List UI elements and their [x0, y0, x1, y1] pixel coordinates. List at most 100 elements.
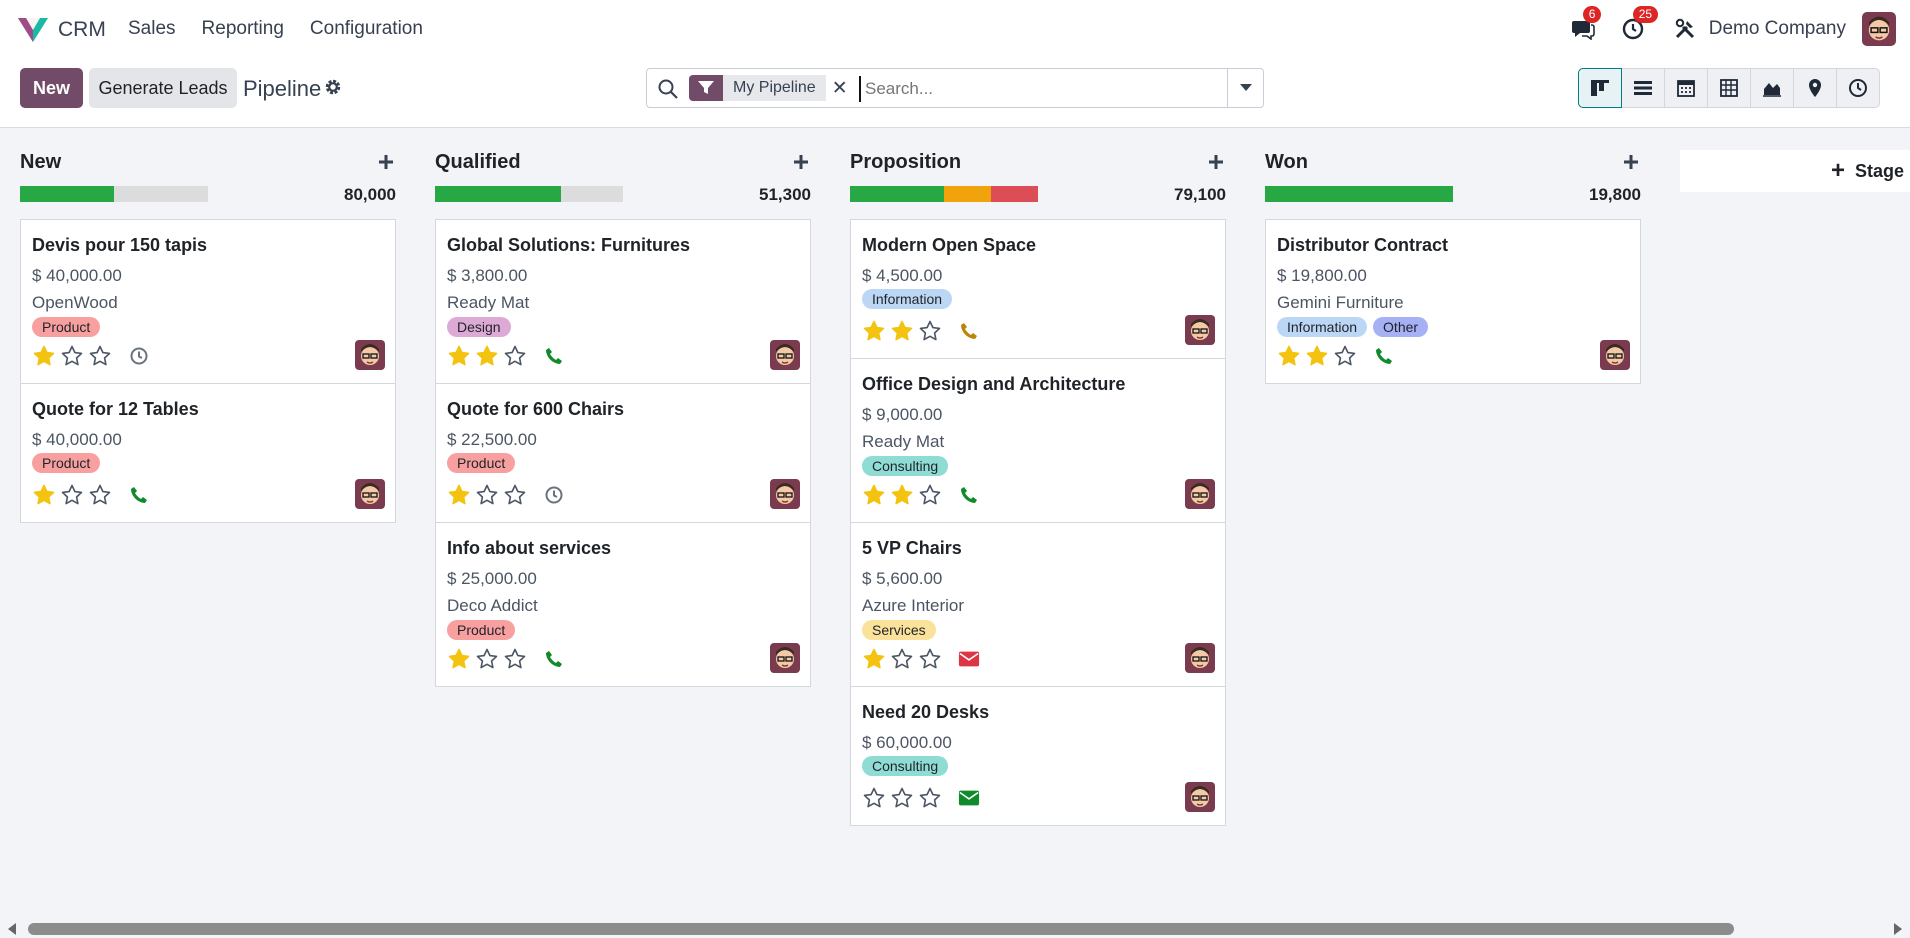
star-filled-icon[interactable] — [447, 647, 471, 671]
user-avatar[interactable] — [1862, 12, 1896, 46]
progressbar-segment[interactable] — [991, 186, 1038, 202]
progressbar-segment[interactable] — [435, 186, 561, 202]
lead-card[interactable]: Distributor Contract $ 19,800.00 Gemini Fu… — [1265, 219, 1641, 384]
lead-card[interactable]: Devis pour 150 tapis $ 40,000.00 OpenWood P… — [20, 219, 396, 384]
phone-icon[interactable] — [543, 345, 565, 367]
star-filled-icon[interactable] — [32, 483, 56, 507]
lead-card[interactable]: 5 VP Chairs $ 5,600.00 Azure Interior Servi… — [850, 522, 1226, 687]
search-options-toggle[interactable] — [1227, 69, 1263, 107]
star-empty-icon[interactable] — [475, 647, 499, 671]
star-empty-icon[interactable] — [88, 344, 112, 368]
column-progressbar[interactable] — [435, 186, 623, 202]
star-filled-icon[interactable] — [447, 344, 471, 368]
activity-view-button[interactable] — [1836, 68, 1880, 108]
star-filled-icon[interactable] — [1305, 344, 1329, 368]
lead-card[interactable]: Quote for 12 Tables $ 40,000.00 Product — [20, 383, 396, 523]
star-empty-icon[interactable] — [862, 786, 886, 810]
company-switcher[interactable]: Demo Company — [1708, 18, 1846, 39]
star-empty-icon[interactable] — [918, 786, 942, 810]
column-title[interactable]: Proposition — [850, 151, 962, 173]
salesperson-avatar[interactable] — [770, 479, 800, 509]
star-empty-icon[interactable] — [60, 344, 84, 368]
phone-icon[interactable] — [1373, 345, 1395, 367]
menu-sales[interactable]: Sales — [128, 18, 176, 39]
activities-button[interactable]: 25 — [1619, 6, 1659, 43]
envelope-overdue-icon[interactable] — [958, 648, 980, 670]
column-progressbar[interactable] — [850, 186, 1038, 202]
star-filled-icon[interactable] — [447, 483, 471, 507]
star-empty-icon[interactable] — [60, 483, 84, 507]
salesperson-avatar[interactable] — [1185, 315, 1215, 345]
star-empty-icon[interactable] — [503, 344, 527, 368]
star-empty-icon[interactable] — [88, 483, 112, 507]
clock-icon[interactable] — [543, 484, 565, 506]
column-progressbar[interactable] — [1265, 186, 1453, 202]
salesperson-avatar[interactable] — [770, 643, 800, 673]
calendar-view-button[interactable] — [1664, 68, 1708, 108]
star-filled-icon[interactable] — [862, 647, 886, 671]
column-title[interactable]: New — [20, 151, 62, 173]
clock-icon[interactable] — [128, 345, 150, 367]
star-empty-icon[interactable] — [503, 647, 527, 671]
debug-tools-button[interactable] — [1671, 15, 1699, 43]
messages-button[interactable]: 6 — [1569, 6, 1602, 43]
envelope-icon[interactable] — [958, 787, 980, 809]
progressbar-segment[interactable] — [1265, 186, 1453, 202]
remove-facet-icon[interactable]: ✕ — [825, 75, 854, 101]
scroll-right-icon[interactable] — [1894, 923, 1902, 935]
star-empty-icon[interactable] — [1333, 344, 1357, 368]
column-title[interactable]: Won — [1265, 151, 1308, 173]
star-filled-icon[interactable] — [890, 483, 914, 507]
star-filled-icon[interactable] — [1277, 344, 1301, 368]
star-empty-icon[interactable] — [918, 647, 942, 671]
new-button[interactable]: New — [20, 68, 83, 108]
star-filled-icon[interactable] — [32, 344, 56, 368]
progressbar-segment[interactable] — [850, 186, 944, 202]
star-empty-icon[interactable] — [918, 483, 942, 507]
salesperson-avatar[interactable] — [1600, 340, 1630, 370]
add-stage-button[interactable]: + Stage — [1680, 150, 1910, 192]
quick-create-plus-icon[interactable] — [1206, 152, 1226, 172]
salesperson-avatar[interactable] — [1185, 782, 1215, 812]
salesperson-avatar[interactable] — [355, 479, 385, 509]
salesperson-avatar[interactable] — [355, 340, 385, 370]
crm-logo-icon[interactable] — [16, 14, 50, 44]
star-empty-icon[interactable] — [890, 647, 914, 671]
menu-configuration[interactable]: Configuration — [309, 18, 423, 39]
column-title[interactable]: Qualified — [435, 151, 521, 173]
phone-icon[interactable] — [128, 484, 150, 506]
star-filled-icon[interactable] — [862, 319, 886, 343]
phone-icon[interactable] — [543, 648, 565, 670]
progressbar-segment[interactable] — [20, 186, 114, 202]
lead-card[interactable]: Quote for 600 Chairs $ 22,500.00 Product — [435, 383, 811, 523]
scroll-left-icon[interactable] — [8, 923, 16, 935]
horizontal-scrollbar[interactable] — [0, 920, 1910, 938]
progressbar-segment[interactable] — [944, 186, 991, 202]
scrollbar-thumb[interactable] — [28, 923, 1734, 935]
salesperson-avatar[interactable] — [1185, 643, 1215, 673]
phone-warning-icon[interactable] — [958, 320, 980, 342]
quick-create-plus-icon[interactable] — [376, 152, 396, 172]
search-icon[interactable] — [657, 78, 679, 100]
lead-card[interactable]: Need 20 Desks $ 60,000.00 Consulting — [850, 686, 1226, 826]
star-filled-icon[interactable] — [862, 483, 886, 507]
star-empty-icon[interactable] — [475, 483, 499, 507]
list-view-button[interactable] — [1621, 68, 1665, 108]
star-filled-icon[interactable] — [890, 319, 914, 343]
kanban-view-button[interactable] — [1578, 68, 1622, 108]
lead-card[interactable]: Global Solutions: Furnitures $ 3,800.00 Re… — [435, 219, 811, 384]
salesperson-avatar[interactable] — [770, 340, 800, 370]
star-empty-icon[interactable] — [890, 786, 914, 810]
app-name[interactable]: CRM — [58, 18, 106, 41]
star-filled-icon[interactable] — [475, 344, 499, 368]
menu-reporting[interactable]: Reporting — [201, 18, 284, 39]
phone-icon[interactable] — [958, 484, 980, 506]
lead-card[interactable]: Modern Open Space $ 4,500.00 Information — [850, 219, 1226, 359]
pivot-view-button[interactable] — [1707, 68, 1751, 108]
generate-leads-button[interactable]: Generate Leads — [89, 68, 237, 108]
map-view-button[interactable] — [1793, 68, 1837, 108]
star-empty-icon[interactable] — [503, 483, 527, 507]
quick-create-plus-icon[interactable] — [1621, 152, 1641, 172]
quick-create-plus-icon[interactable] — [791, 152, 811, 172]
lead-card[interactable]: Office Design and Architecture $ 9,000.00… — [850, 358, 1226, 523]
